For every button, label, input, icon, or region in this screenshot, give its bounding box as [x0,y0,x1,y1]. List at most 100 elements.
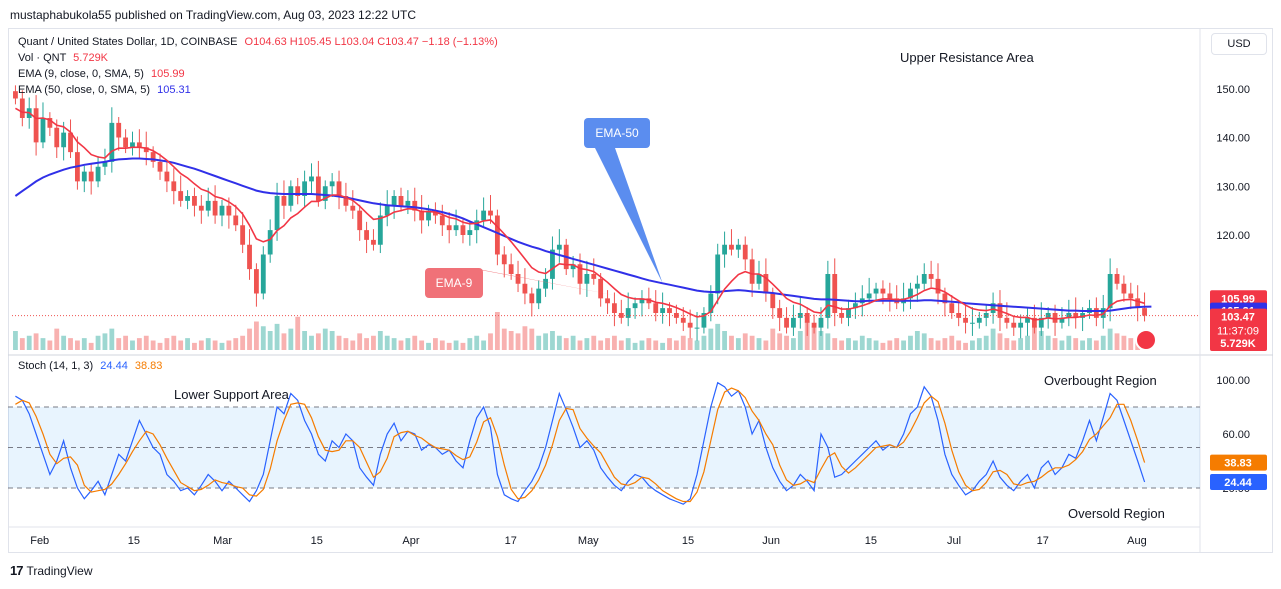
volume-bar [260,326,266,350]
candle-body [343,196,349,206]
candle-body [742,244,748,260]
volume-bar [791,338,796,350]
candle-body [1011,322,1017,328]
volume-bar [508,331,514,350]
volume-bar [914,331,920,350]
candle-body [33,108,39,143]
volume-bar [1011,340,1017,350]
price-tick-label: 120.00 [1216,230,1250,242]
volume-bar [377,331,383,350]
axes: 150.00 140.00 130.00 120.00 Upper Resistance… [30,50,1267,547]
candle-body [942,293,948,304]
volume-bar [474,335,480,350]
tradingview-logo-icon: 17 [10,563,24,578]
candle-body [260,254,266,294]
volume-bar [598,340,604,350]
ema9-value: 105.99 [151,68,185,80]
volume-bar [584,338,590,350]
volume-bar [625,338,631,350]
candle-body [1045,313,1051,318]
candle-body [384,205,390,216]
volume-bar [247,328,252,350]
volume-bar [639,340,645,350]
volume-bar [419,340,425,350]
volume-bar [102,333,108,350]
volume-bar [74,340,80,350]
volume-bar [646,338,652,350]
candle-body [1107,274,1113,309]
stochastic-pane [8,381,1200,505]
candle-body [439,215,445,226]
footer-brand: 17 TradingView [10,563,93,578]
candle-body [81,171,87,182]
candle-body [488,210,493,216]
volume-bar [756,338,762,350]
volume-bar [295,316,301,350]
candle-body [990,303,996,313]
candle-body [625,308,631,318]
candle-body [350,205,356,211]
volume-bar [322,328,328,350]
candle-body [1128,293,1134,299]
stoch-k-value: 24.44 [100,360,128,372]
volume-bar [1128,338,1134,350]
volume-bar [976,338,982,350]
candle-body [494,215,500,255]
candle-body [949,303,955,313]
time-tick-label: Mar [213,535,232,547]
candle-body [88,171,94,182]
candle-body [61,132,67,148]
volume-bar [797,331,803,350]
ema50-label: EMA (50, close, 0, SMA, 5) [18,84,151,96]
flag-icon[interactable] [1135,329,1157,351]
candle-body [357,210,363,231]
candle-body [446,225,452,231]
candle-body [1080,313,1086,318]
time-tick-label: 17 [1037,535,1049,547]
ema9-label: EMA (9, close, 0, SMA, 5) [18,68,144,80]
candle-body [825,274,831,318]
volume-bar [439,340,445,350]
volume-bar [501,328,507,350]
volume-bar [1045,335,1051,350]
volume-bar [1004,338,1010,350]
candle-body [887,293,893,299]
volume-bar [859,335,865,350]
volume-bar [1025,335,1030,350]
volume-bar [109,328,115,350]
volume-bar [1073,338,1079,350]
volume-bar [777,333,783,350]
candle-body [150,152,156,162]
stoch-label: Stoch (14, 1, 3) [18,360,94,372]
candle-body [377,215,383,245]
volume-bar [680,335,686,350]
volume-bar [632,342,638,350]
volume-bar [26,335,32,350]
candle-body [914,283,920,289]
candle-body [309,176,314,182]
stoch-tick-label: 60.00 [1222,429,1250,441]
volume-bar [928,338,934,350]
candle-body [956,313,962,318]
ema9-callout: EMA-9 [425,268,483,298]
candle-body [19,98,25,118]
candle-body [921,274,927,284]
last-price-badge: 103.47 [1221,312,1255,324]
currency-button[interactable]: USD [1211,33,1267,55]
candle-body [240,225,246,245]
candle-body [123,137,129,148]
stoch-d-value: 38.83 [134,360,163,372]
volume-bar [267,331,273,350]
time-tick-label: Aug [1127,535,1147,547]
candle-body [612,303,617,313]
volume-bar [1059,340,1065,350]
volume-bar [722,331,727,350]
candle-body [646,298,652,304]
volume-bar [274,323,280,350]
time-tick-label: Jul [947,535,961,547]
candle-body [908,288,913,299]
volume-bar [673,340,679,350]
volume-bar [1121,335,1127,350]
candle-body [556,244,562,250]
